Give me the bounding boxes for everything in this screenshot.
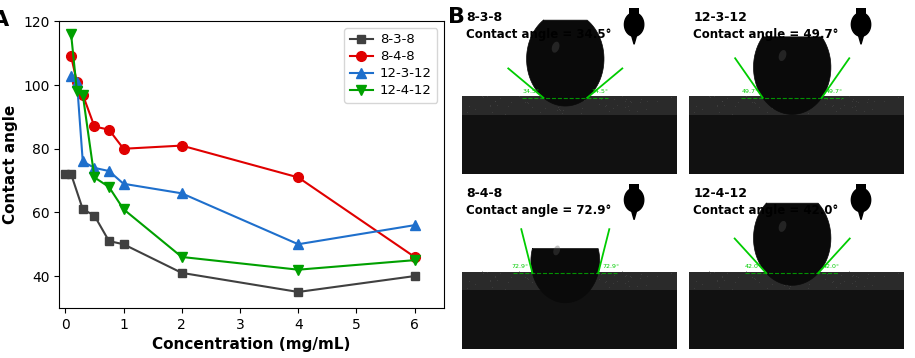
Text: Contact angle = 34.5°: Contact angle = 34.5°	[467, 28, 612, 42]
8-3-8	[293, 290, 304, 294]
8-4-8	[118, 147, 129, 151]
Bar	[856, 184, 866, 190]
8-4-8	[293, 175, 304, 180]
Text: 34.5°: 34.5°	[522, 89, 539, 94]
12-4-12	[89, 175, 100, 180]
Text: 12-3-12: 12-3-12	[694, 11, 748, 24]
Text: 42.0°: 42.0°	[745, 264, 762, 269]
Bar	[689, 115, 904, 174]
12-3-12	[293, 242, 304, 246]
Polygon shape	[624, 188, 644, 212]
Text: Contact angle = 72.9°: Contact angle = 72.9°	[467, 204, 611, 217]
Line: 12-4-12: 12-4-12	[66, 29, 419, 275]
Polygon shape	[754, 37, 831, 115]
Text: 8-3-8: 8-3-8	[467, 11, 502, 24]
Bar	[462, 96, 677, 115]
8-4-8	[71, 80, 82, 84]
Polygon shape	[527, 20, 604, 106]
Bar	[856, 8, 866, 15]
12-4-12	[103, 185, 114, 189]
Text: 42.0°: 42.0°	[823, 264, 839, 269]
8-4-8	[89, 124, 100, 129]
Ellipse shape	[779, 221, 786, 232]
8-3-8	[77, 207, 88, 211]
Text: 72.9°: 72.9°	[511, 264, 528, 269]
8-3-8	[89, 213, 100, 218]
8-3-8	[118, 242, 129, 246]
12-4-12	[118, 207, 129, 211]
Text: Contact angle = 42.0°: Contact angle = 42.0°	[694, 204, 838, 217]
8-3-8	[59, 172, 70, 176]
Bar	[630, 8, 639, 15]
Polygon shape	[856, 29, 866, 44]
8-3-8	[409, 274, 420, 278]
Ellipse shape	[779, 50, 786, 61]
8-4-8	[66, 54, 77, 59]
12-3-12	[89, 166, 100, 170]
Bar	[689, 272, 904, 290]
8-3-8	[66, 172, 77, 176]
12-4-12	[409, 258, 420, 262]
Legend: 8-3-8, 8-4-8, 12-3-12, 12-4-12: 8-3-8, 8-4-8, 12-3-12, 12-4-12	[344, 28, 437, 102]
Polygon shape	[630, 204, 639, 220]
Line: 8-4-8: 8-4-8	[66, 52, 419, 262]
12-3-12	[177, 191, 188, 195]
12-3-12	[118, 182, 129, 186]
Polygon shape	[851, 188, 871, 212]
Text: 8-4-8: 8-4-8	[467, 187, 502, 200]
12-4-12	[66, 32, 77, 37]
Text: 34.5°: 34.5°	[591, 89, 608, 94]
Text: 49.7°: 49.7°	[741, 89, 759, 94]
Ellipse shape	[554, 246, 560, 255]
8-4-8	[409, 255, 420, 259]
Text: 49.7°: 49.7°	[826, 89, 843, 94]
Polygon shape	[851, 13, 871, 36]
Polygon shape	[754, 203, 831, 285]
Bar	[462, 272, 677, 290]
12-3-12	[77, 159, 88, 164]
Line: 12-3-12: 12-3-12	[66, 71, 419, 249]
12-4-12	[177, 255, 188, 259]
12-4-12	[71, 90, 82, 94]
12-3-12	[409, 223, 420, 227]
12-4-12	[293, 267, 304, 272]
Polygon shape	[856, 204, 866, 220]
12-4-12	[77, 92, 88, 97]
Polygon shape	[630, 29, 639, 44]
Text: Contact angle = 49.7°: Contact angle = 49.7°	[694, 28, 839, 42]
Polygon shape	[531, 248, 599, 303]
12-3-12	[103, 169, 114, 173]
8-4-8	[177, 144, 188, 148]
Text: 12-4-12: 12-4-12	[694, 187, 748, 200]
Bar	[462, 290, 677, 349]
Bar	[462, 115, 677, 174]
8-3-8	[103, 239, 114, 243]
Polygon shape	[624, 13, 644, 36]
Y-axis label: Contact angle: Contact angle	[3, 105, 17, 224]
8-4-8	[77, 92, 88, 97]
8-3-8	[177, 271, 188, 275]
Bar	[689, 290, 904, 349]
Bar	[689, 96, 904, 115]
Text: 72.9°: 72.9°	[602, 264, 619, 269]
Bar	[630, 184, 639, 190]
Text: B: B	[448, 7, 466, 27]
X-axis label: Concentration (mg/mL): Concentration (mg/mL)	[153, 337, 350, 352]
Ellipse shape	[552, 42, 559, 53]
8-4-8	[103, 127, 114, 132]
Text: A: A	[0, 10, 9, 30]
12-3-12	[66, 73, 77, 78]
12-3-12	[71, 80, 82, 84]
Line: 8-3-8: 8-3-8	[61, 170, 419, 296]
